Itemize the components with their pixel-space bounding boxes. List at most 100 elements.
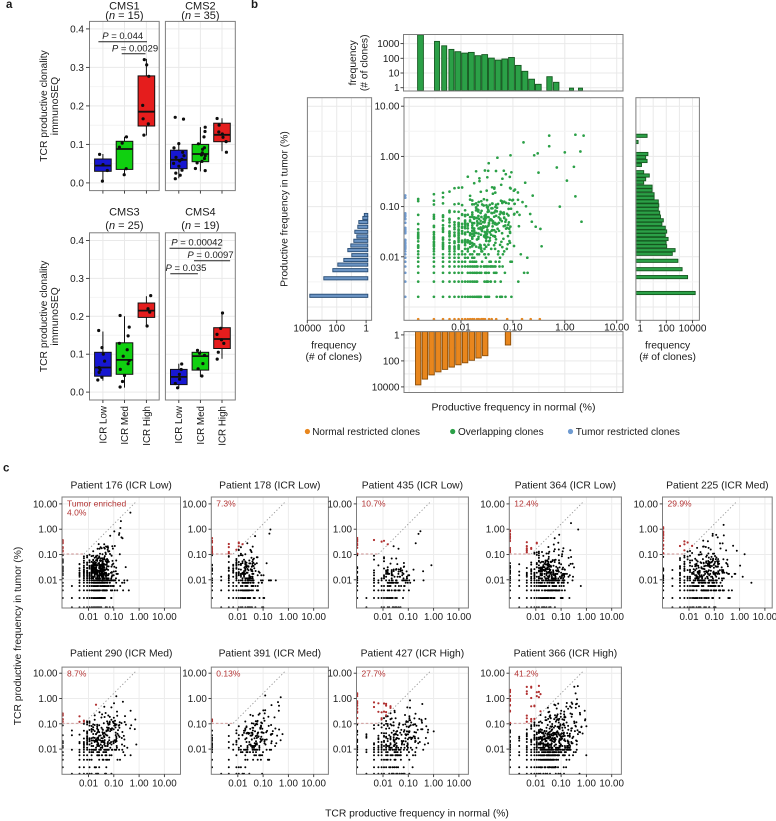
svg-text:0.10: 0.10 xyxy=(639,550,659,561)
svg-text:0.10: 0.10 xyxy=(399,612,419,623)
svg-text:ICR High: ICR High xyxy=(142,406,153,446)
svg-text:0.01: 0.01 xyxy=(38,745,57,756)
svg-text:0.01: 0.01 xyxy=(486,575,505,586)
svg-text:1.00: 1.00 xyxy=(130,778,150,789)
svg-text:1.00: 1.00 xyxy=(130,612,150,623)
svg-text:1.00: 1.00 xyxy=(424,778,444,789)
svg-text:Patient 427 (ICR High): Patient 427 (ICR High) xyxy=(361,649,465,660)
svg-text:frequency: frequency xyxy=(645,341,691,352)
svg-text:(# of clones): (# of clones) xyxy=(639,352,696,363)
svg-text:TCR productive frequency in tu: TCR productive frequency in tumor (%) xyxy=(13,547,24,726)
svg-text:1: 1 xyxy=(637,324,643,335)
svg-text:1.00: 1.00 xyxy=(577,778,597,789)
svg-text:1.00: 1.00 xyxy=(188,694,208,705)
svg-text:Tumor restricted clones: Tumor restricted clones xyxy=(576,427,680,438)
svg-text:10000: 10000 xyxy=(293,324,321,335)
svg-text:10.00: 10.00 xyxy=(447,612,472,623)
svg-text:10: 10 xyxy=(388,69,400,80)
svg-text:10.00: 10.00 xyxy=(480,499,505,510)
svg-text:0.10: 0.10 xyxy=(38,719,58,730)
svg-text:Patient 176 (ICR Low): Patient 176 (ICR Low) xyxy=(71,481,172,492)
svg-text:0.01: 0.01 xyxy=(38,575,57,586)
svg-text:1.00: 1.00 xyxy=(639,525,659,536)
svg-text:ICR Med: ICR Med xyxy=(196,406,207,445)
svg-text:12.4%: 12.4% xyxy=(514,499,539,509)
svg-text:0.01: 0.01 xyxy=(451,323,471,334)
svg-text:ICR High: ICR High xyxy=(217,406,228,446)
svg-text:c: c xyxy=(3,463,10,475)
svg-text:10.00: 10.00 xyxy=(182,499,207,510)
svg-text:0.01: 0.01 xyxy=(79,612,98,623)
svg-text:0.01: 0.01 xyxy=(639,575,658,586)
svg-text:1.00: 1.00 xyxy=(380,152,400,163)
svg-text:0.10: 0.10 xyxy=(254,778,274,789)
svg-text:0.1: 0.1 xyxy=(70,140,84,151)
svg-text:P = 0.0097: P = 0.0097 xyxy=(187,250,233,261)
svg-text:0.10: 0.10 xyxy=(503,323,523,334)
svg-text:1.00: 1.00 xyxy=(486,525,506,536)
svg-text:0.10: 0.10 xyxy=(380,202,400,213)
svg-text:1.00: 1.00 xyxy=(279,612,299,623)
svg-text:1: 1 xyxy=(363,324,369,335)
svg-text:0.01: 0.01 xyxy=(188,575,207,586)
svg-text:(n = 35): (n = 35) xyxy=(181,10,219,22)
svg-text:ICR Low: ICR Low xyxy=(174,405,185,443)
svg-text:0.10: 0.10 xyxy=(486,719,506,730)
svg-text:0.10: 0.10 xyxy=(333,719,353,730)
svg-text:(n = 19): (n = 19) xyxy=(181,220,219,232)
svg-text:a: a xyxy=(6,0,13,11)
svg-text:CMS4: CMS4 xyxy=(185,206,216,218)
svg-text:(# of clones): (# of clones) xyxy=(305,352,362,363)
svg-text:ICR Med: ICR Med xyxy=(120,406,131,445)
svg-text:1.00: 1.00 xyxy=(424,612,444,623)
svg-text:0.01: 0.01 xyxy=(679,612,698,623)
svg-text:Productive frequency in tumor: Productive frequency in tumor (%) xyxy=(280,131,291,287)
svg-text:0.3: 0.3 xyxy=(70,274,84,285)
svg-text:10.00: 10.00 xyxy=(753,612,776,623)
svg-text:immunoSEQ: immunoSEQ xyxy=(50,77,61,135)
svg-text:0.10: 0.10 xyxy=(552,778,572,789)
svg-text:10.00: 10.00 xyxy=(599,778,624,789)
svg-text:frequency: frequency xyxy=(348,39,359,85)
svg-text:0.0: 0.0 xyxy=(70,388,84,399)
svg-text:CMS3: CMS3 xyxy=(109,206,140,218)
svg-text:1.00: 1.00 xyxy=(333,694,353,705)
svg-text:Patient 366 (ICR High): Patient 366 (ICR High) xyxy=(514,649,618,660)
svg-text:41.2%: 41.2% xyxy=(514,669,539,679)
svg-text:0.10: 0.10 xyxy=(188,719,208,730)
svg-text:100: 100 xyxy=(383,54,400,65)
svg-text:10.00: 10.00 xyxy=(182,669,207,680)
svg-text:CMS2: CMS2 xyxy=(185,1,216,13)
svg-text:8.7%: 8.7% xyxy=(67,669,87,679)
svg-text:0.2: 0.2 xyxy=(70,312,84,323)
svg-text:10.00: 10.00 xyxy=(480,669,505,680)
svg-text:1.00: 1.00 xyxy=(730,612,750,623)
svg-text:10.00: 10.00 xyxy=(327,669,352,680)
svg-text:10.00: 10.00 xyxy=(599,612,624,623)
svg-text:Normal restricted clones: Normal restricted clones xyxy=(312,427,420,438)
svg-text:10.00: 10.00 xyxy=(633,499,658,510)
svg-text:10.00: 10.00 xyxy=(33,669,58,680)
svg-text:immunoSEQ: immunoSEQ xyxy=(50,287,61,345)
svg-text:1.00: 1.00 xyxy=(555,323,575,334)
svg-text:frequency: frequency xyxy=(311,341,357,352)
svg-text:0.01: 0.01 xyxy=(79,778,98,789)
svg-text:0.01: 0.01 xyxy=(373,778,392,789)
svg-text:P = 0.00042: P = 0.00042 xyxy=(171,238,223,249)
svg-text:0.10: 0.10 xyxy=(254,612,274,623)
svg-text:10.00: 10.00 xyxy=(604,323,629,334)
svg-text:10.00: 10.00 xyxy=(374,102,399,113)
svg-text:1: 1 xyxy=(394,330,400,341)
svg-text:1: 1 xyxy=(394,83,400,94)
svg-text:1.00: 1.00 xyxy=(486,694,506,705)
svg-text:0.10: 0.10 xyxy=(104,612,124,623)
svg-text:7.3%: 7.3% xyxy=(216,499,236,509)
svg-text:Patient 435 (ICR Low): Patient 435 (ICR Low) xyxy=(362,481,463,492)
svg-text:Patient 178 (ICR Low): Patient 178 (ICR Low) xyxy=(219,481,320,492)
svg-text:0.01: 0.01 xyxy=(526,612,545,623)
svg-text:(n = 15): (n = 15) xyxy=(105,10,143,22)
svg-text:0.10: 0.10 xyxy=(552,612,572,623)
svg-text:10.00: 10.00 xyxy=(33,499,58,510)
svg-text:0.01: 0.01 xyxy=(526,778,545,789)
svg-text:0.10: 0.10 xyxy=(486,550,506,561)
